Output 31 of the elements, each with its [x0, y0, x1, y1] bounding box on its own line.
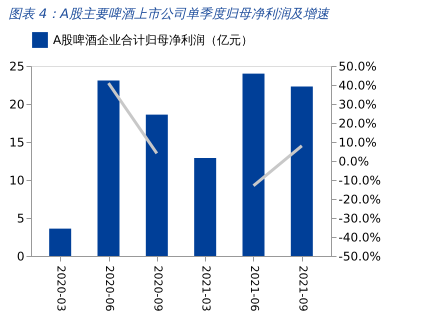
y2-tick-label: -30.0%: [338, 212, 381, 226]
y-tick-label: 5: [16, 212, 24, 226]
y-tick-label: 10: [9, 174, 24, 188]
y2-tick-label: -50.0%: [338, 250, 381, 264]
bar: [146, 114, 168, 256]
y-tick-label: 0: [16, 250, 24, 264]
y2-tick-label: 50.0%: [338, 60, 377, 74]
bar: [290, 86, 313, 256]
legend-label: A股啤酒企业合计归母净利润（亿元）: [53, 33, 254, 47]
y2-tick-label: -40.0%: [338, 230, 381, 244]
y2-tick-label: 40.0%: [338, 78, 377, 92]
bar: [49, 228, 72, 256]
x-tick-label: 2020-06: [103, 266, 116, 312]
bar: [242, 74, 264, 256]
x-tick-label: 2021-03: [200, 266, 213, 312]
y-tick-label: 15: [9, 136, 24, 150]
x-tick-label: 2020-09: [151, 266, 164, 312]
x-tick-label: 2021-09: [296, 266, 310, 312]
y2-tick-label: 20.0%: [338, 116, 377, 130]
y2-tick-label: 30.0%: [338, 98, 377, 112]
bar: [194, 158, 216, 256]
y2-tick-label: 0.0%: [338, 154, 369, 168]
bar: [98, 80, 120, 256]
y2-tick-label: -10.0%: [338, 174, 381, 188]
chart-title: 图表 4：A股主要啤酒上市公司单季度归母净利润及增速: [8, 6, 330, 22]
x-tick-label: 2021-06: [248, 266, 261, 312]
y2-tick-label: 10.0%: [338, 136, 377, 150]
y-tick-label: 25: [9, 60, 24, 74]
y2-tick-label: -20.0%: [338, 192, 381, 206]
x-tick-label: 2020-03: [54, 266, 68, 312]
y-tick-label: 20: [9, 98, 24, 112]
